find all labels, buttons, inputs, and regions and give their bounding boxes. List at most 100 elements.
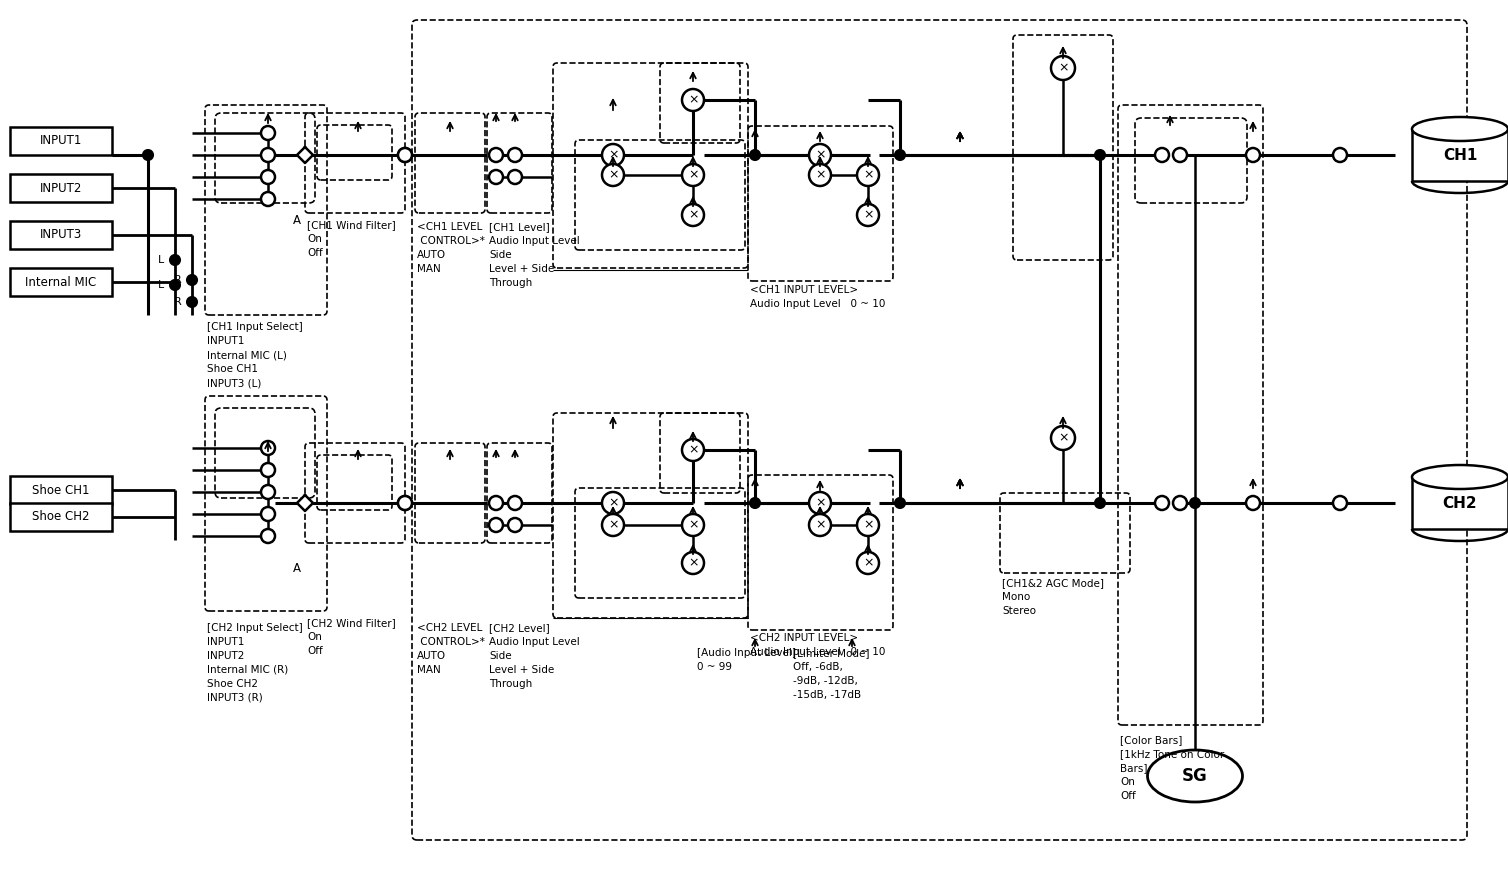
Text: [Limiter Mode]
Off, -6dB,
-9dB, -12dB,
-15dB, -17dB: [Limiter Mode] Off, -6dB, -9dB, -12dB, -…	[793, 648, 870, 700]
Circle shape	[1155, 148, 1169, 162]
Text: INPUT2: INPUT2	[39, 182, 83, 195]
Circle shape	[261, 529, 274, 543]
Bar	[11, 174, 112, 202]
Circle shape	[1155, 496, 1169, 510]
Text: $\times$: $\times$	[1057, 62, 1068, 75]
Circle shape	[682, 164, 704, 186]
Text: $\times$: $\times$	[608, 496, 618, 509]
Ellipse shape	[1148, 750, 1243, 802]
Circle shape	[808, 164, 831, 186]
Ellipse shape	[1411, 465, 1508, 489]
Bar	[11, 268, 112, 296]
Text: [CH1 Input Select]
INPUT1
Internal MIC (L)
Shoe CH1
INPUT3 (L): [CH1 Input Select] INPUT1 Internal MIC (…	[207, 322, 303, 388]
Text: [CH2 Wind Filter]
On
Off: [CH2 Wind Filter] On Off	[308, 618, 395, 656]
Circle shape	[1095, 150, 1105, 160]
Text: Shoe CH1: Shoe CH1	[32, 483, 90, 496]
Circle shape	[682, 89, 704, 111]
Circle shape	[682, 514, 704, 536]
Text: $\times$: $\times$	[688, 519, 698, 532]
Text: A: A	[293, 561, 302, 574]
Circle shape	[1333, 148, 1347, 162]
Circle shape	[261, 148, 274, 162]
Text: $\times$: $\times$	[863, 209, 873, 222]
Polygon shape	[297, 147, 314, 163]
Text: SG: SG	[1182, 767, 1208, 785]
Circle shape	[857, 164, 879, 186]
Circle shape	[261, 126, 274, 140]
Bar	[1411, 129, 1508, 181]
Circle shape	[602, 164, 624, 186]
Text: [Color Bars]
[1kHz Tone on Color
Bars]
On
Off: [Color Bars] [1kHz Tone on Color Bars] O…	[1120, 735, 1224, 801]
Circle shape	[489, 148, 504, 162]
Text: R: R	[175, 275, 182, 285]
Text: [CH2 Input Select]
INPUT1
INPUT2
Internal MIC (R)
Shoe CH2
INPUT3 (R): [CH2 Input Select] INPUT1 INPUT2 Interna…	[207, 623, 303, 703]
Text: [CH1 Level]
Audio Input Level
Side
Level + Side
Through: [CH1 Level] Audio Input Level Side Level…	[489, 222, 579, 288]
Circle shape	[857, 552, 879, 574]
Circle shape	[1051, 426, 1075, 450]
Text: $\times$: $\times$	[814, 169, 825, 182]
Text: $\times$: $\times$	[688, 209, 698, 222]
Circle shape	[261, 192, 274, 206]
Text: [CH2 Level]
Audio Input Level
Side
Level + Side
Through: [CH2 Level] Audio Input Level Side Level…	[489, 623, 579, 689]
Circle shape	[398, 496, 412, 510]
Text: <CH1 INPUT LEVEL>
Audio Input Level   0 ~ 10: <CH1 INPUT LEVEL> Audio Input Level 0 ~ …	[749, 285, 885, 309]
Ellipse shape	[1411, 117, 1508, 141]
Circle shape	[261, 441, 274, 455]
Circle shape	[170, 255, 179, 265]
Circle shape	[857, 204, 879, 226]
Text: $\times$: $\times$	[814, 149, 825, 162]
Text: $\times$: $\times$	[863, 519, 873, 532]
Text: $\times$: $\times$	[608, 149, 618, 162]
Text: <CH2 INPUT LEVEL>
Audio Input Level   0 ~ 10: <CH2 INPUT LEVEL> Audio Input Level 0 ~ …	[749, 633, 885, 657]
Text: INPUT1: INPUT1	[39, 135, 83, 148]
Circle shape	[261, 507, 274, 521]
Text: $\times$: $\times$	[608, 169, 618, 182]
Circle shape	[1051, 56, 1075, 80]
Bar	[11, 476, 112, 504]
Text: INPUT3: INPUT3	[39, 229, 81, 242]
Bar	[11, 127, 112, 155]
Circle shape	[682, 439, 704, 461]
Bar	[1411, 477, 1508, 529]
Circle shape	[398, 148, 412, 162]
Text: [CH1&2 AGC Mode]
Mono
Stereo: [CH1&2 AGC Mode] Mono Stereo	[1001, 578, 1104, 616]
Circle shape	[489, 170, 504, 184]
Text: CH1: CH1	[1443, 148, 1478, 163]
Bar	[11, 503, 112, 531]
Text: [CH1 Wind Filter]
On
Off: [CH1 Wind Filter] On Off	[308, 220, 395, 258]
Circle shape	[749, 498, 760, 508]
Circle shape	[749, 150, 760, 160]
Circle shape	[261, 485, 274, 499]
Circle shape	[682, 204, 704, 226]
Circle shape	[602, 144, 624, 166]
Circle shape	[398, 496, 412, 510]
Circle shape	[682, 552, 704, 574]
Circle shape	[1246, 496, 1261, 510]
Circle shape	[1190, 498, 1200, 508]
Circle shape	[187, 275, 198, 285]
Circle shape	[508, 170, 522, 184]
Circle shape	[1246, 148, 1261, 162]
Circle shape	[808, 514, 831, 536]
Circle shape	[489, 496, 504, 510]
Circle shape	[896, 498, 905, 508]
Circle shape	[808, 144, 831, 166]
Text: <CH1 LEVEL
 CONTROL>*
AUTO
MAN: <CH1 LEVEL CONTROL>* AUTO MAN	[418, 222, 486, 274]
Circle shape	[1095, 498, 1105, 508]
Text: $\times$: $\times$	[814, 519, 825, 532]
Circle shape	[261, 170, 274, 184]
Text: $\times$: $\times$	[608, 519, 618, 532]
Circle shape	[896, 150, 905, 160]
Circle shape	[1333, 496, 1347, 510]
Circle shape	[602, 492, 624, 514]
Circle shape	[508, 148, 522, 162]
Text: L: L	[158, 255, 164, 265]
Text: $\times$: $\times$	[863, 556, 873, 569]
Circle shape	[808, 492, 831, 514]
Circle shape	[857, 514, 879, 536]
Text: $\times$: $\times$	[814, 496, 825, 509]
Text: $\times$: $\times$	[863, 169, 873, 182]
Text: <CH2 LEVEL
 CONTROL>*
AUTO
MAN: <CH2 LEVEL CONTROL>* AUTO MAN	[418, 623, 486, 675]
Circle shape	[508, 518, 522, 532]
Circle shape	[1173, 148, 1187, 162]
